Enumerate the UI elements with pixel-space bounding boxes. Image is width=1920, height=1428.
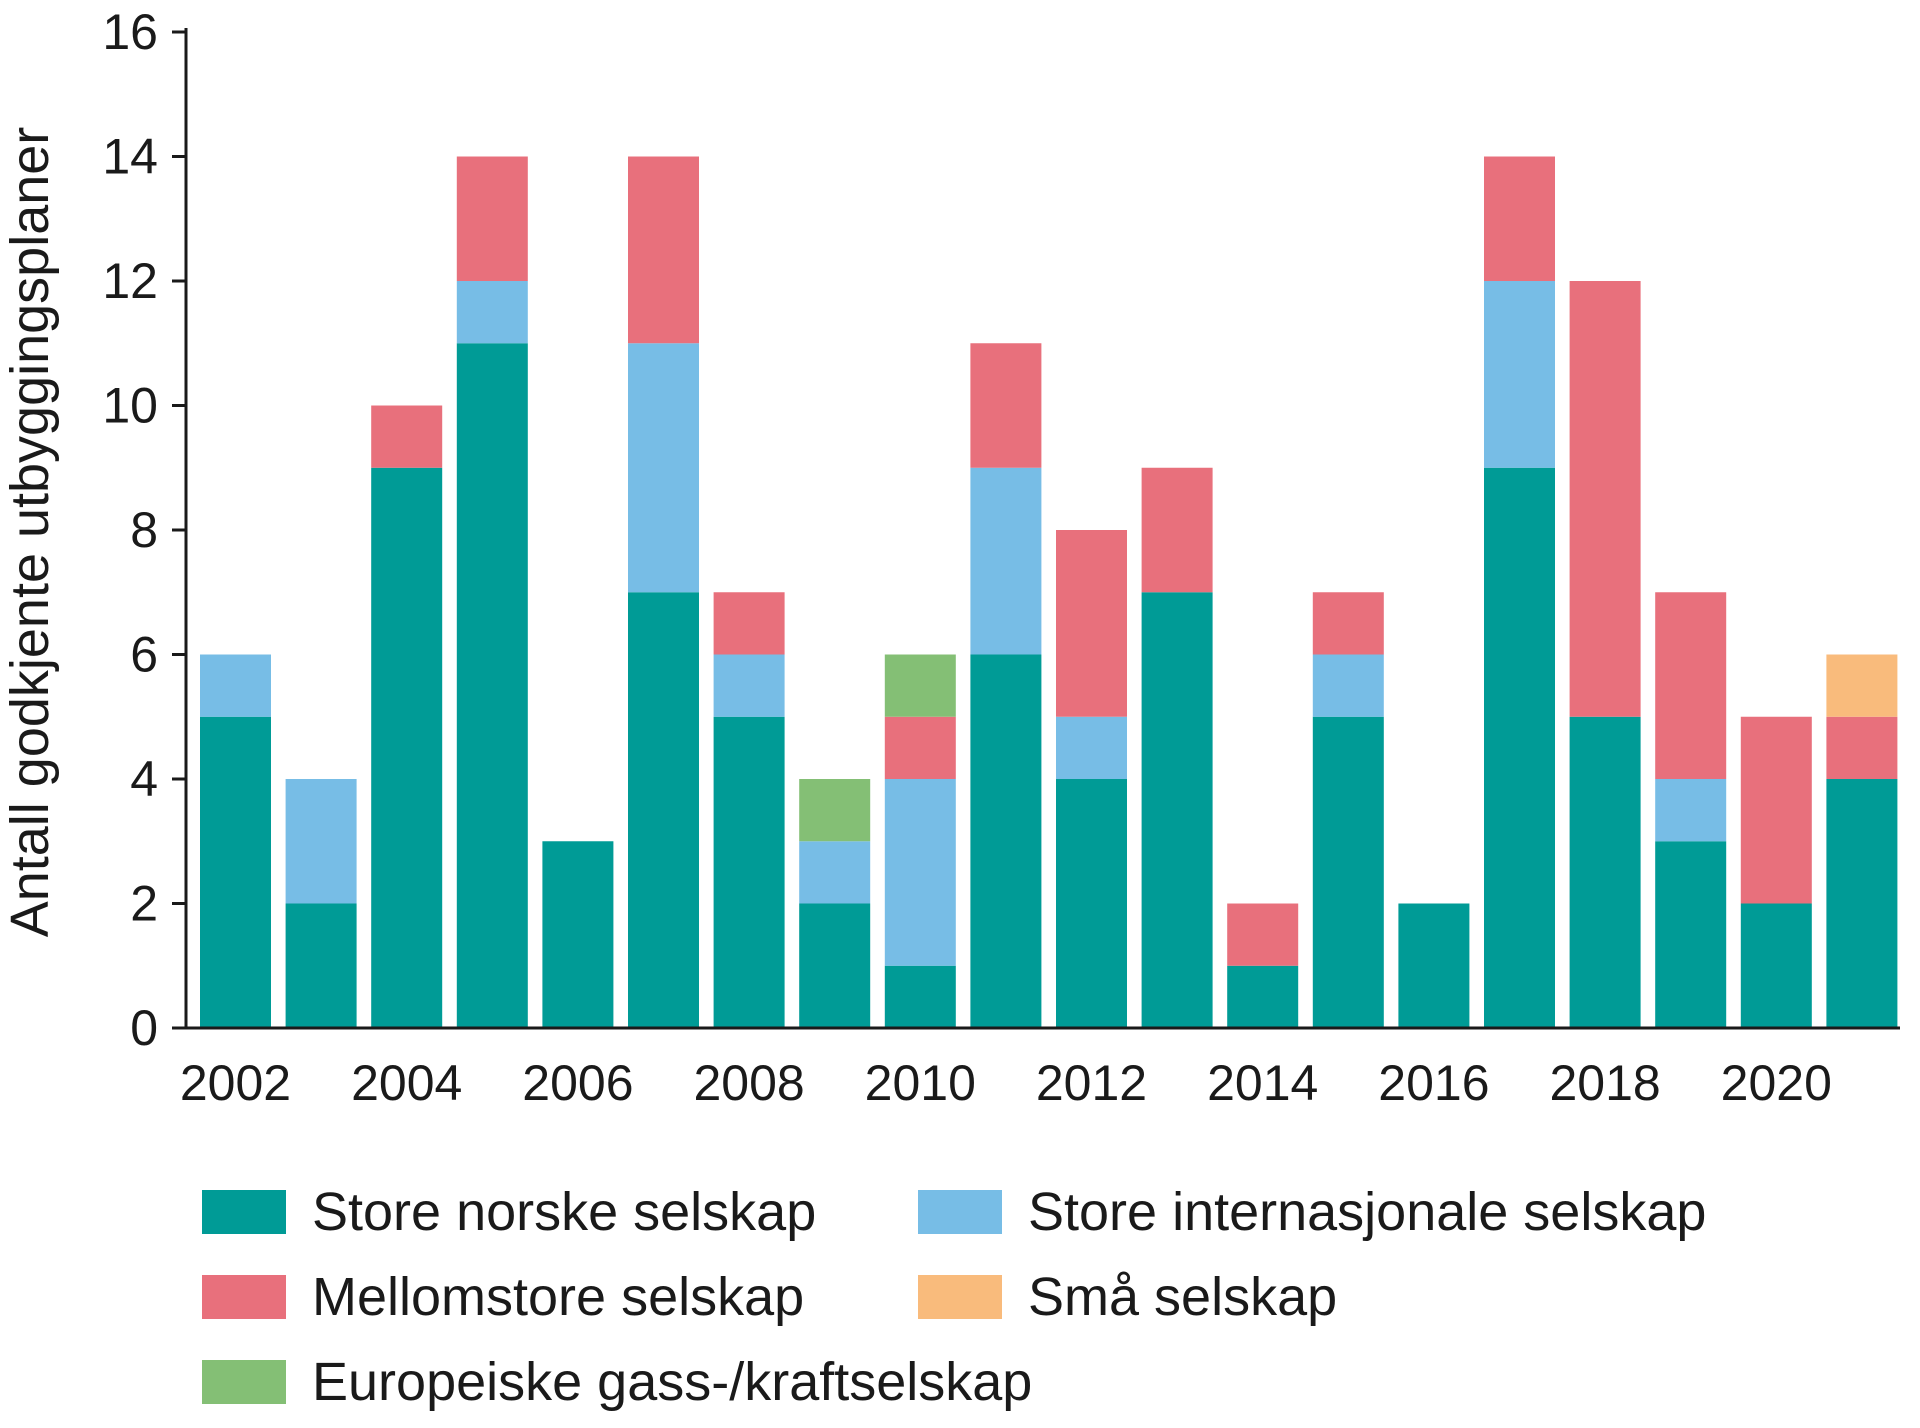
bar-2004-series-2 — [371, 405, 443, 468]
bar-2007-series-0 — [628, 592, 699, 1028]
bar-2002-series-0 — [200, 716, 271, 1028]
bar-2010-series-0 — [884, 965, 956, 1028]
legend-item-0: Store norske selskap — [202, 1182, 816, 1242]
bar-2016-series-0 — [1398, 903, 1470, 1028]
bar-2015-series-1 — [1312, 654, 1384, 717]
bar-2007-series-2 — [628, 156, 699, 344]
x-tick-label-2016: 2016 — [1378, 1055, 1489, 1111]
bar-2017-series-0 — [1484, 467, 1555, 1028]
y-tick-label-8: 8 — [130, 502, 158, 558]
legend-label-3: Europeiske gass-/kraftselskap — [312, 1352, 1032, 1412]
bar-2010-series-2 — [884, 716, 956, 779]
legend-item-3: Europeiske gass-/kraftselskap — [202, 1352, 1032, 1412]
bar-2013-series-2 — [1141, 467, 1213, 593]
bar-2012-series-1 — [1056, 716, 1127, 779]
bar-2018-series-2 — [1569, 281, 1641, 717]
x-tick-label-2002: 2002 — [180, 1055, 291, 1111]
legend-label-1: Store internasjonale selskap — [1028, 1182, 1706, 1242]
bar-2019-series-2 — [1655, 592, 1727, 779]
bar-2021-series-0 — [1826, 779, 1898, 1028]
x-tick-label-2010: 2010 — [865, 1055, 976, 1111]
y-tick-label-0: 0 — [130, 1000, 158, 1056]
bar-2010-series-3 — [884, 654, 956, 717]
bar-2020-series-2 — [1740, 716, 1812, 904]
bar-2021-series-4 — [1826, 654, 1898, 717]
bar-2003-series-0 — [285, 903, 357, 1028]
x-tick-label-2004: 2004 — [351, 1055, 462, 1111]
x-tick-label-2014: 2014 — [1207, 1055, 1318, 1111]
legend-swatch-1 — [918, 1190, 1002, 1234]
x-tick-label-2020: 2020 — [1721, 1055, 1832, 1111]
bar-2012-series-0 — [1056, 779, 1127, 1028]
bar-2014-series-2 — [1227, 903, 1299, 966]
legend-item-2: Mellomstore selskap — [202, 1267, 804, 1327]
bar-2019-series-0 — [1655, 841, 1727, 1028]
bar-2009-series-3 — [799, 779, 871, 842]
bar-2013-series-0 — [1141, 592, 1213, 1028]
y-tick-label-14: 14 — [102, 129, 158, 185]
y-tick-label-4: 4 — [130, 751, 158, 807]
bar-2007-series-1 — [628, 343, 699, 593]
x-tick-label-2008: 2008 — [693, 1055, 804, 1111]
legend-swatch-4 — [918, 1275, 1002, 1319]
legend-item-1: Store internasjonale selskap — [918, 1182, 1706, 1242]
bar-2014-series-0 — [1227, 965, 1299, 1028]
legend-swatch-2 — [202, 1275, 286, 1319]
bar-2005-series-2 — [456, 156, 528, 281]
bar-2004-series-0 — [371, 467, 443, 1028]
legend-label-2: Mellomstore selskap — [312, 1267, 804, 1327]
legend-label-4: Små selskap — [1028, 1267, 1337, 1327]
bar-2020-series-0 — [1740, 903, 1812, 1028]
bars-layer — [200, 156, 1898, 1028]
bar-2011-series-2 — [970, 343, 1042, 468]
bar-2005-series-0 — [456, 343, 528, 1028]
bar-2006-series-0 — [542, 841, 614, 1028]
bar-2008-series-2 — [713, 592, 785, 655]
bar-2011-series-0 — [970, 654, 1042, 1028]
bar-2019-series-1 — [1655, 779, 1727, 842]
bar-2008-series-1 — [713, 654, 785, 717]
bar-2017-series-2 — [1484, 156, 1555, 281]
axes-layer: 0 2 4 6 8 10 12 14 16 2002 2004 2006 2008 2010 2012 201… — [0, 4, 1900, 1111]
y-tick-label-2: 2 — [130, 876, 158, 932]
legend-label-0: Store norske selskap — [312, 1182, 816, 1242]
bar-2002-series-1 — [200, 654, 271, 717]
x-tick-label-2012: 2012 — [1036, 1055, 1147, 1111]
bar-2003-series-1 — [285, 779, 357, 904]
bar-2017-series-1 — [1484, 281, 1555, 468]
legend-item-4: Små selskap — [918, 1267, 1337, 1327]
legend: Store norske selskap Store internasjonale… — [202, 1182, 1706, 1412]
bar-2009-series-1 — [799, 841, 871, 904]
bar-2010-series-1 — [884, 779, 956, 966]
bar-2009-series-0 — [799, 903, 871, 1028]
x-tick-label-2006: 2006 — [522, 1055, 633, 1111]
x-tick-label-2018: 2018 — [1549, 1055, 1660, 1111]
bar-2015-series-2 — [1312, 592, 1384, 655]
y-tick-label-16: 16 — [102, 4, 158, 60]
y-tick-label-10: 10 — [102, 378, 158, 434]
bar-2008-series-0 — [713, 716, 785, 1028]
legend-swatch-3 — [202, 1360, 286, 1404]
y-axis-title: Antall godkjente utbyggingsplaner — [0, 127, 60, 938]
legend-swatch-0 — [202, 1190, 286, 1234]
bar-2005-series-1 — [456, 281, 528, 344]
bar-2018-series-0 — [1569, 716, 1641, 1028]
bar-2012-series-2 — [1056, 530, 1127, 717]
y-tick-label-6: 6 — [130, 627, 158, 683]
bar-2015-series-0 — [1312, 716, 1384, 1028]
bar-2021-series-2 — [1826, 716, 1898, 779]
bar-2011-series-1 — [970, 467, 1042, 655]
y-tick-label-12: 12 — [102, 253, 158, 309]
